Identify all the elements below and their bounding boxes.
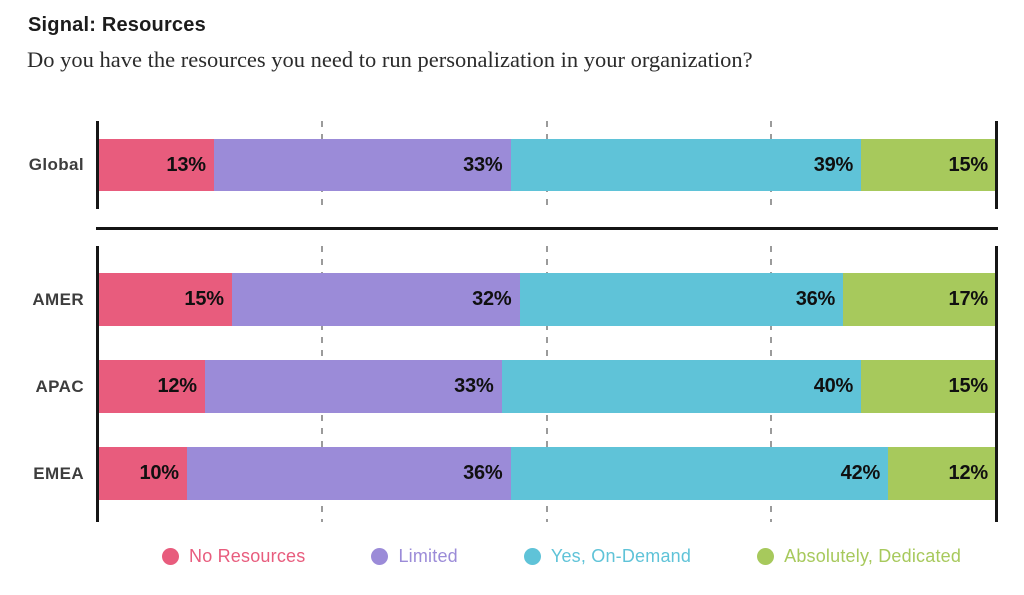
value-label: 36% bbox=[463, 462, 503, 484]
legend-swatch-limited-icon bbox=[371, 548, 389, 565]
bar-segment-limited: 33% bbox=[204, 360, 502, 413]
row-label: EMEA bbox=[33, 463, 84, 483]
value-label: 12% bbox=[157, 375, 197, 397]
legend-swatch-absolutely-dedicated-icon bbox=[757, 548, 775, 565]
legend-swatch-no-resources-icon bbox=[162, 548, 179, 565]
axis-line-right bbox=[995, 121, 998, 209]
value-label: 33% bbox=[463, 153, 503, 176]
value-label: 40% bbox=[813, 375, 854, 397]
axis-line-right bbox=[995, 246, 998, 522]
axis-line-left bbox=[96, 246, 99, 522]
legend-label: Yes, On-Demand bbox=[550, 546, 692, 566]
legend-item-yes-on-demand: Yes, On-Demand bbox=[523, 546, 692, 567]
bar-segment-limited: 36% bbox=[186, 447, 511, 500]
bar-segment-limited: 32% bbox=[231, 273, 520, 326]
value-label: 17% bbox=[948, 288, 989, 310]
legend-swatch-yes-on-demand-icon bbox=[523, 548, 541, 565]
chart-question: Do you have the resources you need to ru… bbox=[27, 47, 753, 72]
bar-row-apac: APAC 12% 33% 40% 15% bbox=[0, 360, 1024, 413]
bar-row-global: Global 13% 33% 39% 15% bbox=[0, 139, 1024, 191]
legend-label: Absolutely, Dedicated bbox=[784, 546, 962, 566]
chart-section-global: Global 13% 33% 39% 15% bbox=[0, 121, 1024, 209]
bar-segment-yes-on-demand: 36% bbox=[519, 273, 844, 326]
bar-track: 15% 32% 36% 17% bbox=[97, 273, 996, 326]
bar-segment-absolutely-dedicated: 15% bbox=[861, 139, 996, 191]
bar-track: 13% 33% 39% 15% bbox=[97, 139, 996, 191]
page-title: Signal: Resources bbox=[28, 14, 206, 36]
bar-track: 10% 36% 42% 12% bbox=[97, 447, 996, 500]
legend-item-absolutely-dedicated: Absolutely, Dedicated bbox=[757, 546, 961, 567]
value-label: 10% bbox=[139, 462, 179, 484]
bar-row-emea: EMEA 10% 36% 42% 12% bbox=[0, 447, 1024, 500]
legend-item-no-resources: No Resources bbox=[162, 546, 305, 567]
row-label: AMER bbox=[32, 289, 84, 309]
legend-item-limited: Limited bbox=[371, 546, 458, 567]
bar-segment-limited: 33% bbox=[213, 139, 511, 191]
value-label: 15% bbox=[184, 288, 224, 310]
chart-legend: No Resources Limited Yes, On-Demand Absolut… bbox=[162, 546, 961, 567]
bar-segment-absolutely-dedicated: 12% bbox=[888, 447, 996, 500]
row-label: APAC bbox=[35, 376, 84, 396]
value-label: 33% bbox=[454, 375, 494, 397]
bar-rows: Global 13% 33% 39% 15% bbox=[0, 121, 1024, 209]
bar-segment-no-resources: 12% bbox=[97, 360, 205, 413]
value-label: 12% bbox=[948, 462, 989, 484]
bar-segment-no-resources: 15% bbox=[97, 273, 232, 326]
bar-row-amer: AMER 15% 32% 36% 17% bbox=[0, 273, 1024, 326]
bar-segment-no-resources: 13% bbox=[97, 139, 214, 191]
bar-track: 12% 33% 40% 15% bbox=[97, 360, 996, 413]
legend-label: Limited bbox=[398, 546, 458, 566]
value-label: 15% bbox=[948, 153, 989, 176]
value-label: 42% bbox=[840, 462, 881, 484]
axis-line-left bbox=[96, 121, 99, 209]
legend-label: No Resources bbox=[189, 546, 306, 566]
section-divider bbox=[96, 227, 998, 230]
row-label: Global bbox=[28, 155, 84, 174]
value-label: 13% bbox=[166, 153, 206, 176]
bar-segment-yes-on-demand: 39% bbox=[510, 139, 862, 191]
bar-segment-yes-on-demand: 40% bbox=[501, 360, 862, 413]
value-label: 36% bbox=[795, 288, 836, 310]
bar-segment-absolutely-dedicated: 17% bbox=[843, 273, 996, 326]
bar-segment-no-resources: 10% bbox=[97, 447, 187, 500]
value-label: 15% bbox=[948, 375, 989, 397]
value-label: 32% bbox=[472, 288, 512, 310]
value-label: 39% bbox=[813, 153, 854, 176]
bar-segment-yes-on-demand: 42% bbox=[510, 447, 889, 500]
bar-rows: AMER 15% 32% 36% 17% APAC 12% 33% 40% 15% EMEA 10% 3… bbox=[0, 246, 1024, 522]
bar-segment-absolutely-dedicated: 15% bbox=[861, 360, 996, 413]
chart-section-regions: AMER 15% 32% 36% 17% APAC 12% 33% 40% 15% EMEA 10% 3… bbox=[0, 246, 1024, 522]
